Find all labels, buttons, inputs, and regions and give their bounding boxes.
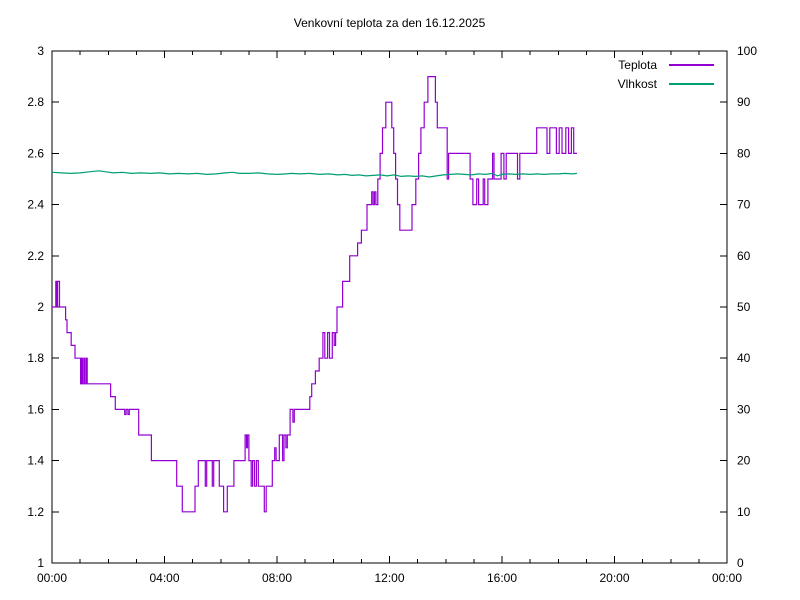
y-left-tick-label: 1.2 [27,505,44,519]
x-tick-label: 00:00 [712,571,742,585]
y-left-tick-label: 1.8 [27,351,44,365]
y-right-tick-label: 100 [737,44,757,58]
legend-item-vlhkost: Vlhkost [618,77,714,91]
x-tick-label: 20:00 [599,571,629,585]
vlhkost-line [51,170,578,178]
legend-line-teplota [669,64,714,66]
y-left-tick-label: 1 [37,556,44,570]
legend-label-teplota: Teplota [618,58,657,72]
legend: Teplota Vlhkost [618,58,714,91]
y-left-tick-label: 3 [37,44,44,58]
y-right-tick-label: 0 [737,556,744,570]
y-left-tick-label: 1.6 [27,402,44,416]
y-left-tick-label: 1.4 [27,454,44,468]
x-tick-label: 12:00 [374,571,404,585]
y-right-tick-label: 70 [737,198,751,212]
y-left-tick-label: 2.6 [27,146,44,160]
legend-line-vlhkost [669,83,714,85]
teplota-line [52,76,577,513]
y-left-tick-label: 2.4 [27,198,44,212]
legend-item-teplota: Teplota [618,58,714,72]
y-right-tick-label: 90 [737,95,751,109]
y-right-tick-label: 30 [737,402,751,416]
x-tick-label: 16:00 [487,571,517,585]
x-tick-label: 08:00 [262,571,292,585]
x-tick-label: 04:00 [149,571,179,585]
plot-border [51,50,728,564]
y-right-tick-label: 50 [737,300,751,314]
legend-label-vlhkost: Vlhkost [617,77,657,91]
y-right-tick-label: 60 [737,249,751,263]
y-left-tick-label: 2 [37,300,44,314]
y-left-tick-label: 2.8 [27,95,44,109]
chart-title: Venkovní teplota za den 16.12.2025 [293,16,486,30]
y-right-tick-label: 80 [737,146,751,160]
y-left-tick-label: 2.2 [27,249,44,263]
y-right-tick-label: 10 [737,505,751,519]
x-tick-label: 00:00 [37,571,67,585]
y-right-tick-label: 40 [737,351,751,365]
y-right-tick-label: 20 [737,454,751,468]
